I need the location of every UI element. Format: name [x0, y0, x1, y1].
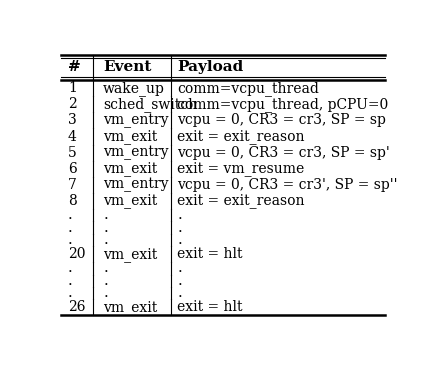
Text: 2: 2 — [68, 97, 76, 111]
Text: vcpu = 0, CR3 = cr3, SP = sp': vcpu = 0, CR3 = cr3, SP = sp' — [177, 146, 389, 160]
Text: exit = exit_reason: exit = exit_reason — [177, 129, 304, 144]
Text: vm_exit: vm_exit — [103, 194, 157, 208]
Text: .: . — [103, 233, 108, 247]
Text: vm_exit: vm_exit — [103, 247, 157, 262]
Text: .: . — [103, 208, 108, 222]
Text: comm=vcpu_thread: comm=vcpu_thread — [177, 81, 319, 96]
Text: vm_exit: vm_exit — [103, 300, 157, 315]
Text: vm_exit: vm_exit — [103, 129, 157, 144]
Text: .: . — [68, 233, 72, 247]
Text: wake_up: wake_up — [103, 81, 165, 96]
Text: #: # — [68, 60, 80, 74]
Text: .: . — [177, 233, 182, 247]
Text: sched_switch: sched_switch — [103, 97, 197, 112]
Text: vcpu = 0, CR3 = cr3', SP = sp'': vcpu = 0, CR3 = cr3', SP = sp'' — [177, 178, 397, 192]
Text: 8: 8 — [68, 194, 76, 208]
Text: .: . — [177, 286, 182, 300]
Text: 3: 3 — [68, 114, 76, 127]
Text: exit = vm_resume: exit = vm_resume — [177, 161, 304, 176]
Text: Payload: Payload — [177, 60, 243, 74]
Text: vm_exit: vm_exit — [103, 161, 157, 176]
Text: .: . — [68, 261, 72, 275]
Text: exit = hlt: exit = hlt — [177, 247, 242, 261]
Text: .: . — [103, 221, 108, 235]
Text: .: . — [68, 221, 72, 235]
Text: .: . — [68, 274, 72, 288]
Text: vm_entry: vm_entry — [103, 146, 168, 160]
Text: 4: 4 — [68, 130, 76, 144]
Text: .: . — [68, 208, 72, 222]
Text: .: . — [177, 274, 182, 288]
Text: vm_entry: vm_entry — [103, 178, 168, 192]
Text: .: . — [103, 261, 108, 275]
Text: comm=vcpu_thread, pCPU=0: comm=vcpu_thread, pCPU=0 — [177, 97, 388, 112]
Text: 5: 5 — [68, 146, 76, 160]
Text: .: . — [103, 274, 108, 288]
Text: exit = exit_reason: exit = exit_reason — [177, 194, 304, 208]
Text: .: . — [177, 261, 182, 275]
Text: vcpu = 0, CR3 = cr3, SP = sp: vcpu = 0, CR3 = cr3, SP = sp — [177, 114, 385, 127]
Text: 6: 6 — [68, 162, 76, 176]
Text: .: . — [177, 208, 182, 222]
Text: 20: 20 — [68, 247, 85, 261]
Text: exit = hlt: exit = hlt — [177, 300, 242, 314]
Text: .: . — [177, 221, 182, 235]
Text: 1: 1 — [68, 81, 76, 95]
Text: 26: 26 — [68, 300, 85, 314]
Text: 7: 7 — [68, 178, 76, 192]
Text: Event: Event — [103, 60, 151, 74]
Text: vm_entry: vm_entry — [103, 113, 168, 128]
Text: .: . — [68, 286, 72, 300]
Text: .: . — [103, 286, 108, 300]
